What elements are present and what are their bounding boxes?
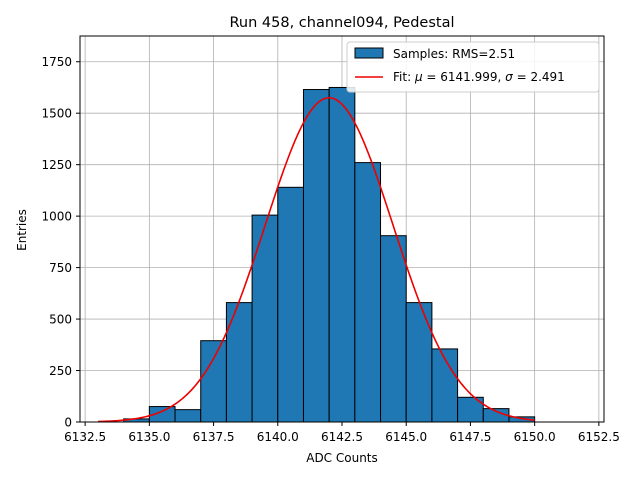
histogram-bar-8 — [328, 86, 356, 423]
histogram-bar-12 — [431, 348, 459, 423]
x-tick-label-3: 6140.0 — [257, 430, 299, 444]
histogram-bar-9 — [354, 162, 382, 423]
y-tick-label-2: 500 — [49, 313, 72, 327]
y-tick-label-3: 750 — [49, 261, 72, 275]
fit-curve — [97, 96, 535, 423]
legend-fit-label: Fit: μ = 6141.999, σ = 2.491 — [393, 70, 565, 84]
x-tick-label-5: 6145.0 — [385, 430, 427, 444]
y-tick-label-5: 1250 — [41, 158, 72, 172]
legend-box — [346, 41, 600, 93]
legend-fit-sigma-value: = 2.491 — [513, 70, 565, 84]
chart-title: Run 458, channel094, Pedestal — [229, 15, 454, 31]
legend-fit-mu-value: = 6141.999, — [423, 70, 506, 84]
y-tick-label-7: 1750 — [41, 55, 72, 69]
y-tick-label-0: 0 — [64, 416, 72, 430]
x-tick-label-8: 6152.5 — [578, 430, 620, 444]
x-tick-label-0: 6132.5 — [64, 430, 106, 444]
x-tick-label-4: 6142.5 — [321, 430, 363, 444]
y-tick-label-4: 1000 — [41, 210, 72, 224]
legend-fit-mu-symbol: μ — [414, 70, 423, 84]
histogram-bar-5 — [251, 214, 279, 423]
x-tick-label-7: 6150.0 — [514, 430, 556, 444]
legend-histogram-label: Samples: RMS=2.51 — [393, 47, 515, 61]
legend: Samples: RMS=2.51 Fit: μ = 6141.999, σ =… — [346, 41, 600, 93]
y-tick-label-6: 1500 — [41, 107, 72, 121]
histogram-bar-10 — [380, 235, 407, 423]
legend-fit-sigma-symbol: σ — [505, 70, 513, 84]
x-tick-label-1: 6135.0 — [128, 430, 170, 444]
x-axis-ticks: 6132.5 6135.0 6137.5 6140.0 6142.5 6145.0 6147… — [64, 422, 620, 444]
y-tick-label-1: 250 — [49, 364, 72, 378]
x-tick-label-2: 6137.5 — [193, 430, 235, 444]
histogram-bar-7 — [302, 89, 330, 423]
histogram-bar-2 — [174, 409, 202, 423]
x-axis-label: ADC Counts — [306, 451, 378, 465]
y-axis-label: Entries — [15, 209, 29, 251]
y-axis-ticks: 0 250 500 750 1000 1250 1500 1750 — [41, 55, 80, 430]
x-tick-label-6: 6147.5 — [449, 430, 491, 444]
legend-fit-prefix: Fit: — [393, 70, 415, 84]
legend-histogram-swatch — [354, 47, 384, 59]
histogram-bar-3 — [200, 340, 227, 423]
histogram-bars — [123, 86, 536, 423]
histogram-bar-4 — [225, 302, 253, 423]
histogram-bar-11 — [405, 302, 433, 423]
histogram-bar-6 — [277, 186, 304, 423]
